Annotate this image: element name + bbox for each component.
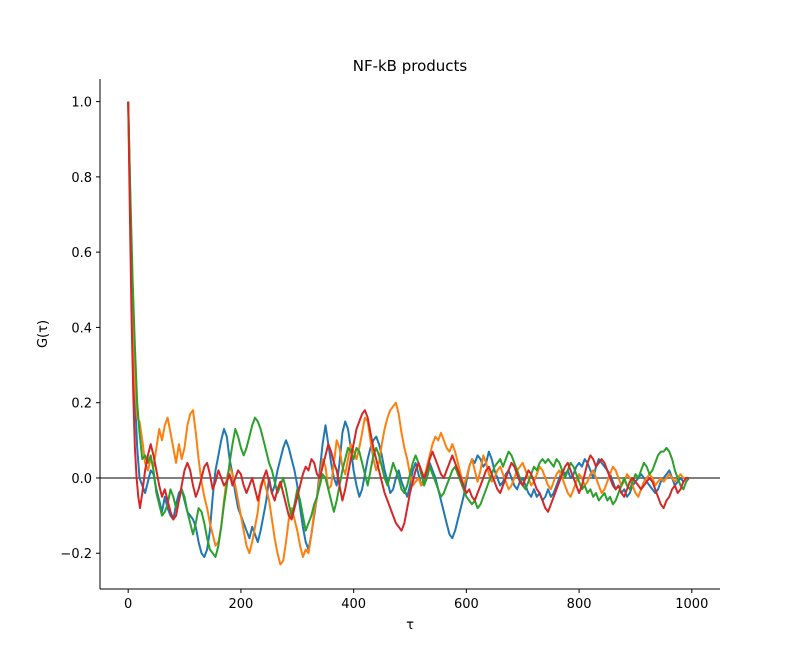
y-tick-label: 0.2: [71, 397, 92, 412]
series-line-1: [127, 101, 689, 558]
y-tick-label: 0.4: [71, 321, 92, 336]
x-tick-label: 0: [124, 597, 132, 612]
x-tick-label: 400: [341, 597, 366, 612]
y-tick-label: 0.0: [71, 472, 92, 487]
y-tick-label: 0.8: [71, 171, 92, 186]
chart-title: NF-kB products: [353, 57, 468, 75]
y-tick-label: 1.0: [71, 96, 92, 111]
y-axis-label: G(τ): [36, 320, 51, 348]
series-line-3: [127, 101, 690, 558]
x-axis-label: τ: [406, 618, 414, 633]
x-tick-label: 800: [567, 597, 592, 612]
y-tick-label: 0.6: [71, 246, 92, 261]
x-tick-label: 1000: [675, 597, 708, 612]
x-tick-label: 600: [454, 597, 479, 612]
y-axis-ticks: −0.2 0.0 0.2 0.4 0.6 0.8 1.0: [60, 96, 100, 562]
plot-area: [100, 101, 720, 566]
x-tick-label: 200: [228, 597, 253, 612]
y-tick-label: −0.2: [60, 547, 92, 562]
series-line-4: [127, 101, 689, 532]
x-axis-ticks: 0 200 400 600 800 1000: [124, 589, 708, 612]
